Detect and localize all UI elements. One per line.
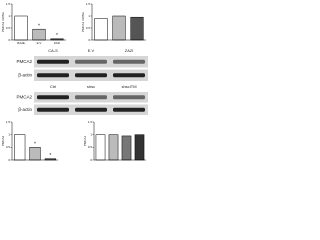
y-axis-label: PMCA2 mRNA [1,12,5,32]
figure: PMCA2 mRNA 0 0.5 1 1.5 RAdE E.V * ZA2I * PMCA1 mRN… [1,2,148,162]
y-tick-label: 0.5 [86,26,91,30]
y-tick-label: 1 [8,132,10,136]
y-tick-label: 1 [90,132,92,136]
lane-label: shsc [87,84,95,89]
row-label: PMCA2 [16,59,32,64]
annotation: * [34,142,36,148]
bar [121,135,132,161]
bar [130,16,144,41]
blot-band [37,59,69,64]
row-label: β-actin [18,72,32,77]
blot-band [75,59,107,64]
y-tick-label: 1.5 [6,120,11,124]
y-axis-label: PMCA1 mRNA [81,12,85,32]
blot-band [113,59,145,64]
y-tick-label: 1 [88,14,90,18]
row-label: PMCA2 [16,94,32,99]
row-label: β-actin [18,107,32,112]
y-tick-label: 0.5 [88,145,93,149]
bar [32,28,46,41]
x-tick-label: E.V [37,41,42,45]
y-tick-label: 0 [88,38,90,42]
blot-band [113,95,145,100]
bar [14,15,28,41]
blot-band [37,95,69,100]
x-tick-label: ZA2I [54,41,61,45]
lane-label: E.V [88,48,95,53]
y-tick-label: 0.5 [6,26,11,30]
annotation: * [38,24,40,30]
lane-label: Ctrl [50,84,56,89]
y-tick-label: 0.5 [6,145,11,149]
x-tick-label: RAdE [17,41,25,45]
y-axis-label: PMCA1 [83,136,87,147]
blot-band [113,73,145,78]
blot-band [75,95,107,100]
blot-band [113,107,145,112]
y-tick-label: 1.5 [6,2,11,6]
bar [94,18,108,41]
lane-label: shscITM [121,84,136,89]
lane-label: CA-S [48,48,58,53]
y-tick-label: 1 [8,14,10,18]
bar [134,134,145,161]
blot-band [37,73,69,78]
y-tick-label: 0 [90,158,92,162]
annotation: * [56,33,58,39]
bar [95,134,106,161]
y-tick-label: 0 [8,38,10,42]
bar [14,134,26,161]
bar [112,15,126,41]
bar [108,134,119,161]
annotation: * [49,153,51,159]
blot-band [37,107,69,112]
lane-label: ZA2I [125,48,133,53]
y-tick-label: 1.5 [86,2,91,6]
bar [29,147,41,161]
y-axis-label: PMCA2 [1,136,5,147]
y-tick-label: 1.5 [88,120,93,124]
blot-band [75,107,107,112]
blot-band [75,73,107,78]
y-tick-label: 0 [8,158,10,162]
